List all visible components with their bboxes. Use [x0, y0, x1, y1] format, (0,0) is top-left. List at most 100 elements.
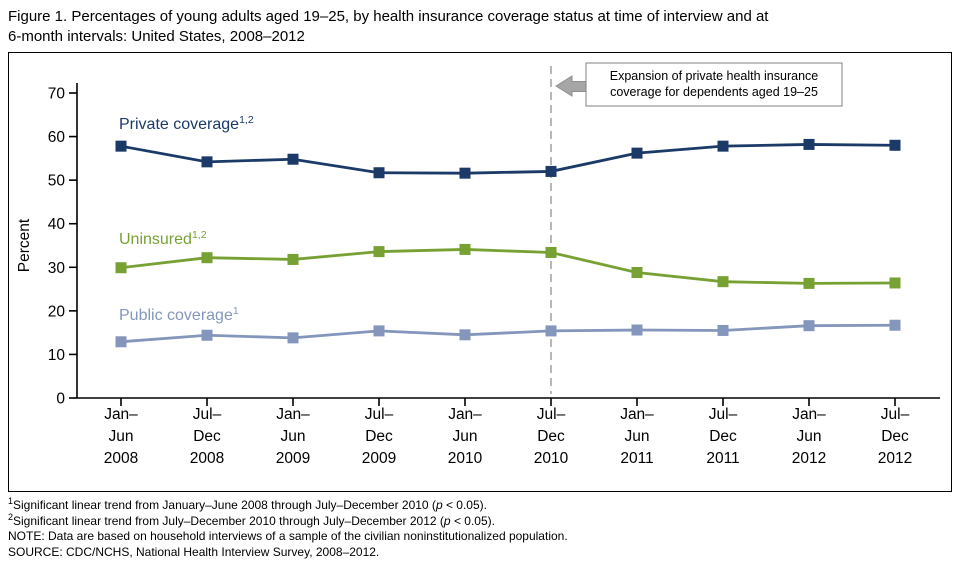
- footnote-text: < 0.05).: [450, 513, 495, 528]
- x-tick-label: 2010: [448, 450, 483, 467]
- x-tick-label: 2009: [362, 450, 396, 467]
- x-tick-label: Dec: [881, 428, 909, 445]
- footnote-text: Significant linear trend from January–Ju…: [13, 498, 436, 512]
- figure-title-line-2: 6-month intervals: United States, 2008–2…: [8, 28, 305, 45]
- x-tick-label: Dec: [709, 428, 737, 445]
- y-tick-label: 20: [48, 303, 66, 320]
- insurance-coverage-line-chart: 0 10 20 30 40 50 60 70 Jan– Jun 2008 Jul– Dec 2008 Jan…: [16, 62, 940, 467]
- data-point-marker: [287, 253, 299, 265]
- arrow-left-icon: [555, 75, 587, 97]
- x-tick-label: Dec: [537, 428, 565, 445]
- series-label-text: Private coverage: [119, 116, 239, 133]
- series-line-public: [120, 323, 896, 344]
- x-tick-label: Jun: [797, 428, 822, 445]
- data-point-marker: [459, 243, 471, 255]
- x-tick-label: Dec: [193, 428, 221, 445]
- data-point-marker: [803, 138, 815, 150]
- x-tick-label: Jul–: [365, 406, 394, 423]
- y-tick-label: 10: [48, 347, 66, 364]
- footnote: 2Significant linear trend from July–Dece…: [8, 511, 952, 530]
- footnote-text: NOTE: Data are based on household interv…: [8, 529, 568, 543]
- y-tick-label: 60: [48, 129, 66, 146]
- data-point-marker: [459, 167, 471, 179]
- data-point-marker: [631, 147, 643, 159]
- x-tick-label: Jan–: [448, 406, 482, 423]
- footnote-text: < 0.05).: [442, 498, 487, 512]
- data-point-marker: [373, 246, 385, 258]
- x-tick-label: 2011: [620, 450, 653, 467]
- series-label-superscript: 1,2: [192, 229, 207, 241]
- x-tick-label: Dec: [365, 428, 393, 445]
- series-label-public: Public coverage1: [119, 305, 239, 324]
- data-point-marker: [201, 329, 213, 341]
- x-tick-label: Jan–: [104, 406, 138, 423]
- x-tick-label: Jan–: [792, 406, 826, 423]
- x-tick-label: Jun: [109, 428, 134, 445]
- series-label-text: Uninsured: [119, 231, 192, 248]
- series-label-superscript: 1,2: [239, 114, 254, 126]
- x-tick-label: 2012: [878, 450, 912, 467]
- series-line-uninsured: [120, 248, 896, 285]
- data-point-marker: [115, 140, 127, 152]
- data-point-marker: [115, 262, 127, 274]
- x-tick-label: Jun: [281, 428, 306, 445]
- y-tick-label: 70: [48, 86, 66, 103]
- footnote-text: SOURCE: CDC/NCHS, National Health Interv…: [8, 544, 380, 559]
- footnotes: 1Significant linear trend from January–J…: [8, 496, 952, 560]
- x-tick-label: 2008: [190, 450, 224, 467]
- series-line-private: [120, 143, 896, 175]
- data-point-marker: [631, 324, 643, 336]
- y-axis-title: Percent: [16, 218, 33, 272]
- data-point-marker: [717, 140, 729, 152]
- data-point-marker: [889, 139, 901, 151]
- x-tick-label: 2012: [792, 450, 826, 467]
- y-tick-label: 50: [48, 173, 66, 190]
- y-tick-label: 30: [48, 260, 66, 277]
- chart-frame: 0 10 20 30 40 50 60 70 Jan– Jun 2008 Jul– Dec 2008 Jan…: [8, 52, 952, 492]
- data-point-marker: [889, 319, 901, 331]
- data-point-marker: [373, 325, 385, 337]
- data-point-marker: [545, 165, 557, 177]
- x-tick-label: Jul–: [193, 406, 222, 423]
- data-point-marker: [459, 329, 471, 341]
- data-point-marker: [287, 153, 299, 165]
- x-tick-label: 2009: [276, 450, 310, 467]
- x-tick-label: Jul–: [881, 406, 910, 423]
- data-point-marker: [115, 336, 127, 348]
- y-tick-label: 0: [56, 391, 65, 408]
- footnote: 1Significant linear trend from January–J…: [8, 496, 952, 514]
- annotation-text-line: coverage for dependents aged 19–25: [610, 85, 818, 99]
- x-tick-label: Jul–: [709, 406, 738, 423]
- x-tick-label: Jan–: [620, 406, 654, 423]
- footnote-text: p: [435, 498, 443, 512]
- x-tick-label: Jul–: [537, 406, 566, 423]
- data-point-marker: [889, 277, 901, 289]
- x-tick-label: Jan–: [276, 406, 310, 423]
- data-point-marker: [545, 246, 557, 258]
- figure-title: Figure 1. Percentages of young adults ag…: [8, 7, 950, 47]
- data-point-marker: [201, 156, 213, 168]
- data-point-marker: [717, 276, 729, 288]
- data-point-marker: [373, 167, 385, 179]
- data-point-marker: [717, 324, 729, 336]
- footnote: NOTE: Data are based on household interv…: [8, 529, 952, 545]
- data-point-marker: [287, 332, 299, 344]
- footnote-superscript: 1: [8, 496, 14, 506]
- series-label-text: Public coverage: [119, 307, 233, 324]
- x-tick-label: 2010: [534, 450, 569, 467]
- figure-title-line-1: Figure 1. Percentages of young adults ag…: [8, 8, 769, 25]
- data-point-marker: [631, 267, 643, 279]
- x-tick-label: 2008: [104, 450, 138, 467]
- data-point-marker: [803, 320, 815, 332]
- footnote-text: Significant linear trend from July–Decem…: [13, 513, 444, 528]
- data-point-marker: [201, 252, 213, 264]
- series-label-uninsured: Uninsured1,2: [119, 229, 207, 248]
- annotation-text-line: Expansion of private health insurance: [610, 69, 819, 83]
- x-tick-label: Jun: [625, 428, 650, 445]
- footnote-superscript: 2: [8, 511, 14, 522]
- series-label-superscript: 1: [233, 305, 239, 317]
- data-point-marker: [803, 277, 815, 289]
- y-tick-label: 40: [48, 216, 66, 233]
- footnote-text: p: [443, 513, 451, 528]
